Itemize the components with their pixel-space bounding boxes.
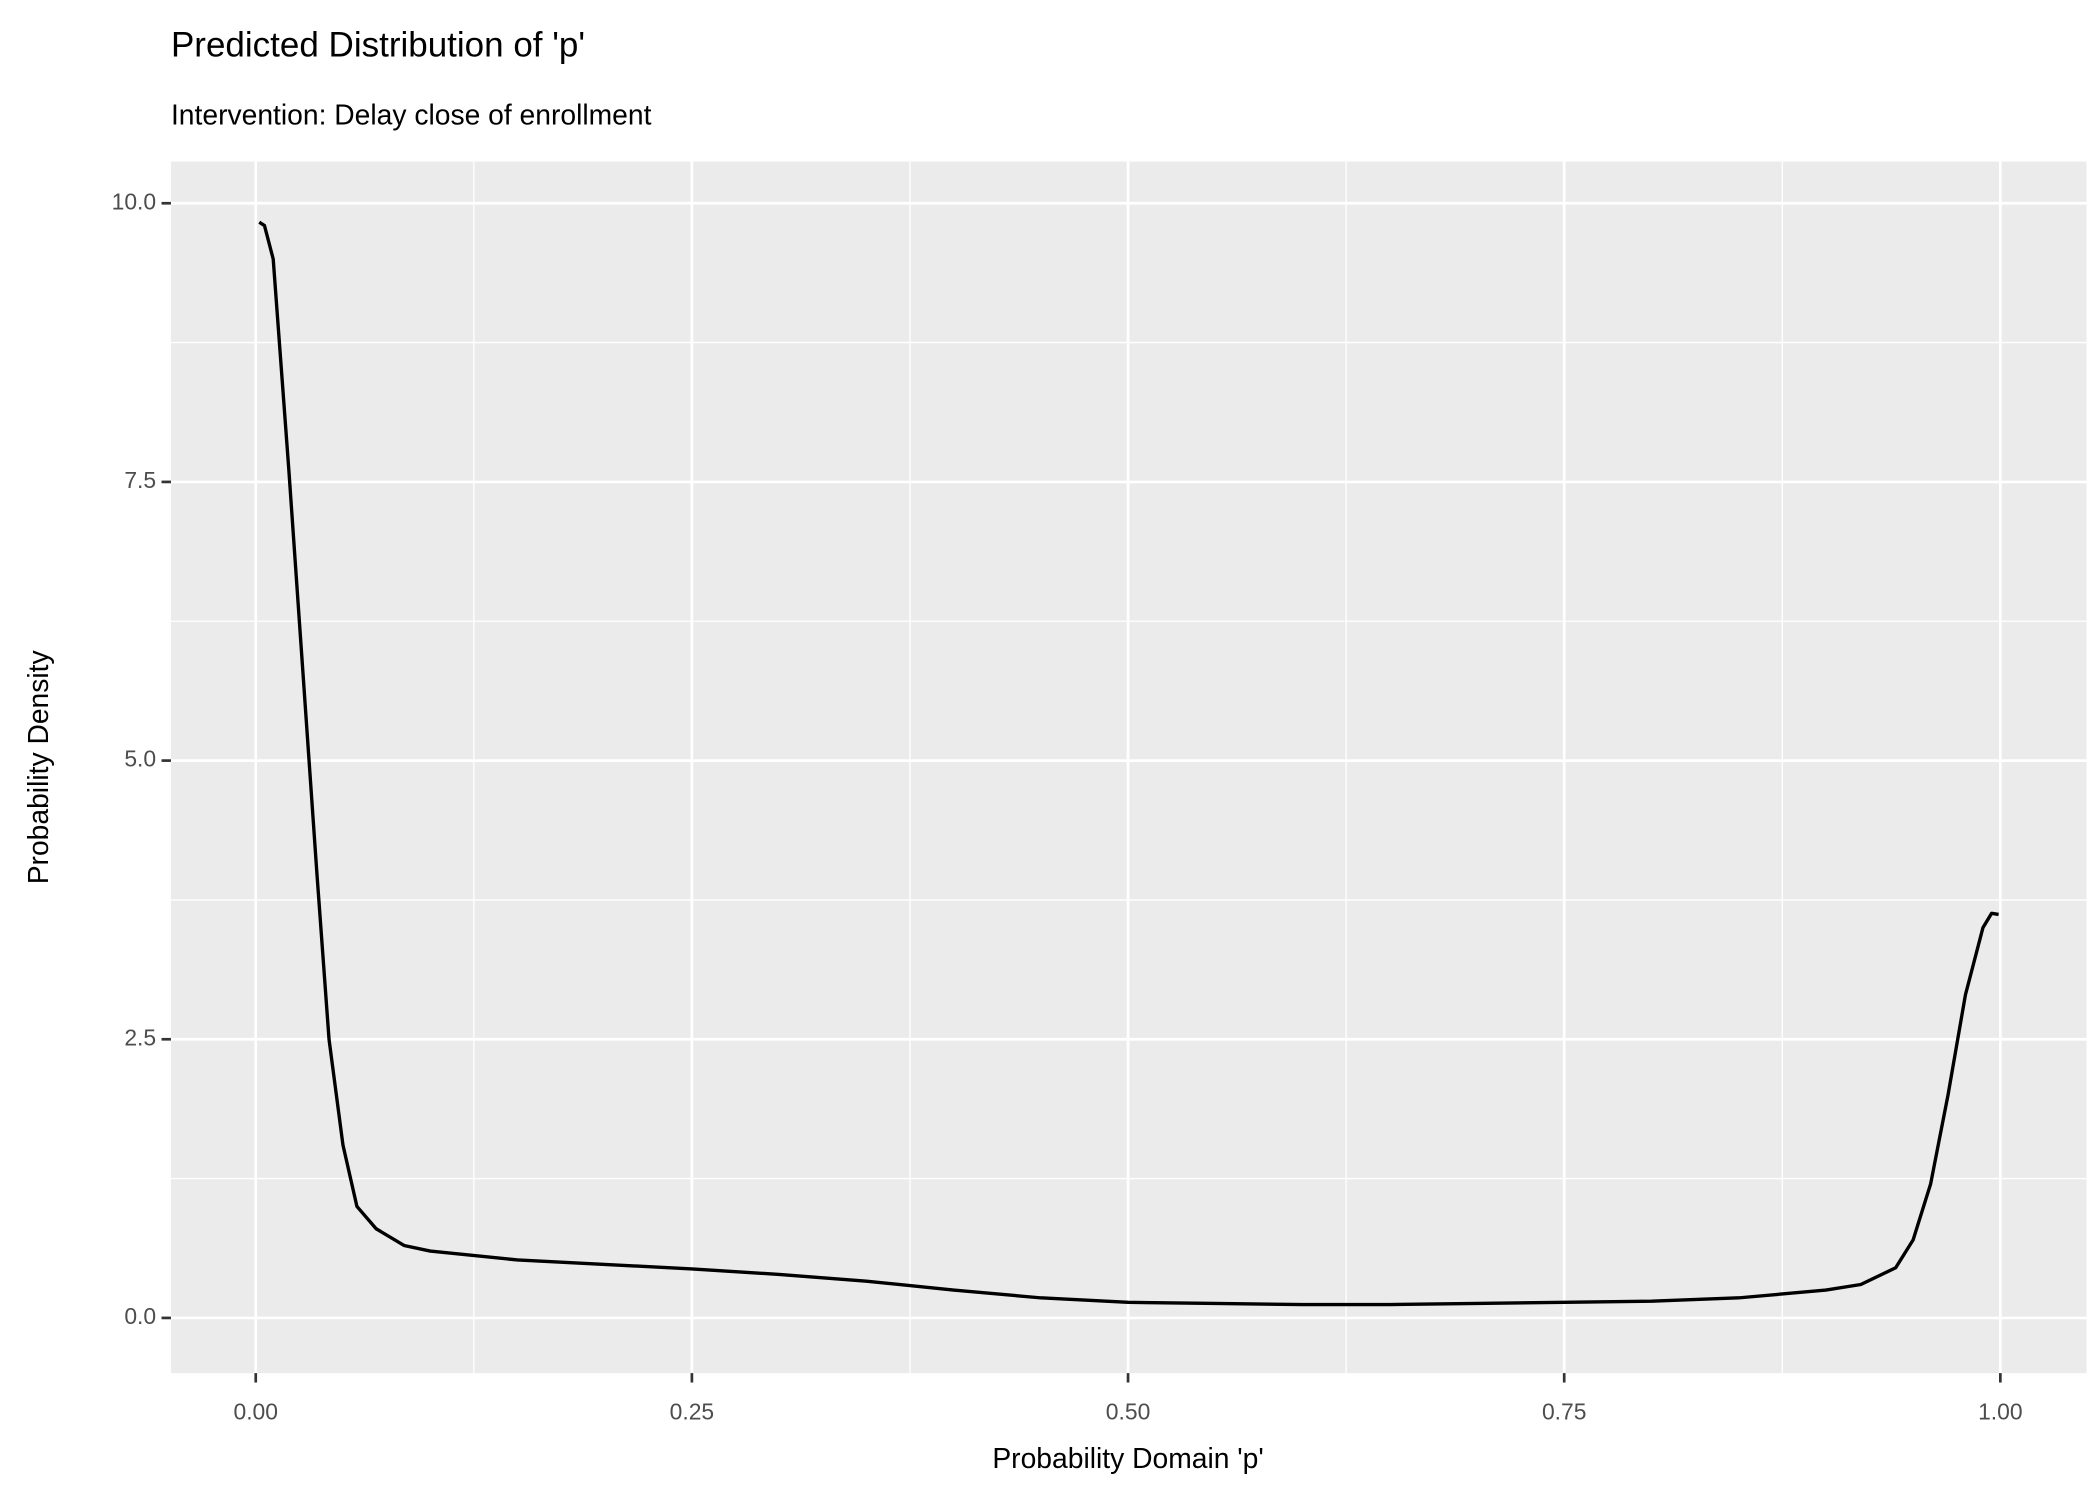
- y-tick-label: 10.0: [112, 188, 157, 214]
- x-tick-label: 0.25: [670, 1399, 715, 1425]
- density-line: [258, 220, 1999, 1307]
- chart-subtitle: Intervention: Delay close of enrollment: [171, 99, 652, 131]
- y-tick-label: 5.0: [124, 746, 156, 772]
- x-axis-label: Probability Domain 'p': [992, 1442, 1263, 1474]
- grid: [170, 161, 2087, 1374]
- chart-title: Predicted Distribution of 'p': [171, 25, 585, 64]
- x-tick-label: 0.50: [1106, 1399, 1151, 1425]
- plot: [258, 220, 1999, 1307]
- y-tick-label: 2.5: [124, 1024, 156, 1050]
- y-axis-label: Probability Density: [22, 649, 54, 884]
- x-tick-label: 0.00: [233, 1399, 278, 1425]
- y-tick-label: 0.0: [124, 1303, 156, 1329]
- y-tick-label: 7.5: [124, 467, 156, 493]
- x-tick-label: 0.75: [1542, 1399, 1587, 1425]
- x-tick-label: 1.00: [1978, 1399, 2023, 1425]
